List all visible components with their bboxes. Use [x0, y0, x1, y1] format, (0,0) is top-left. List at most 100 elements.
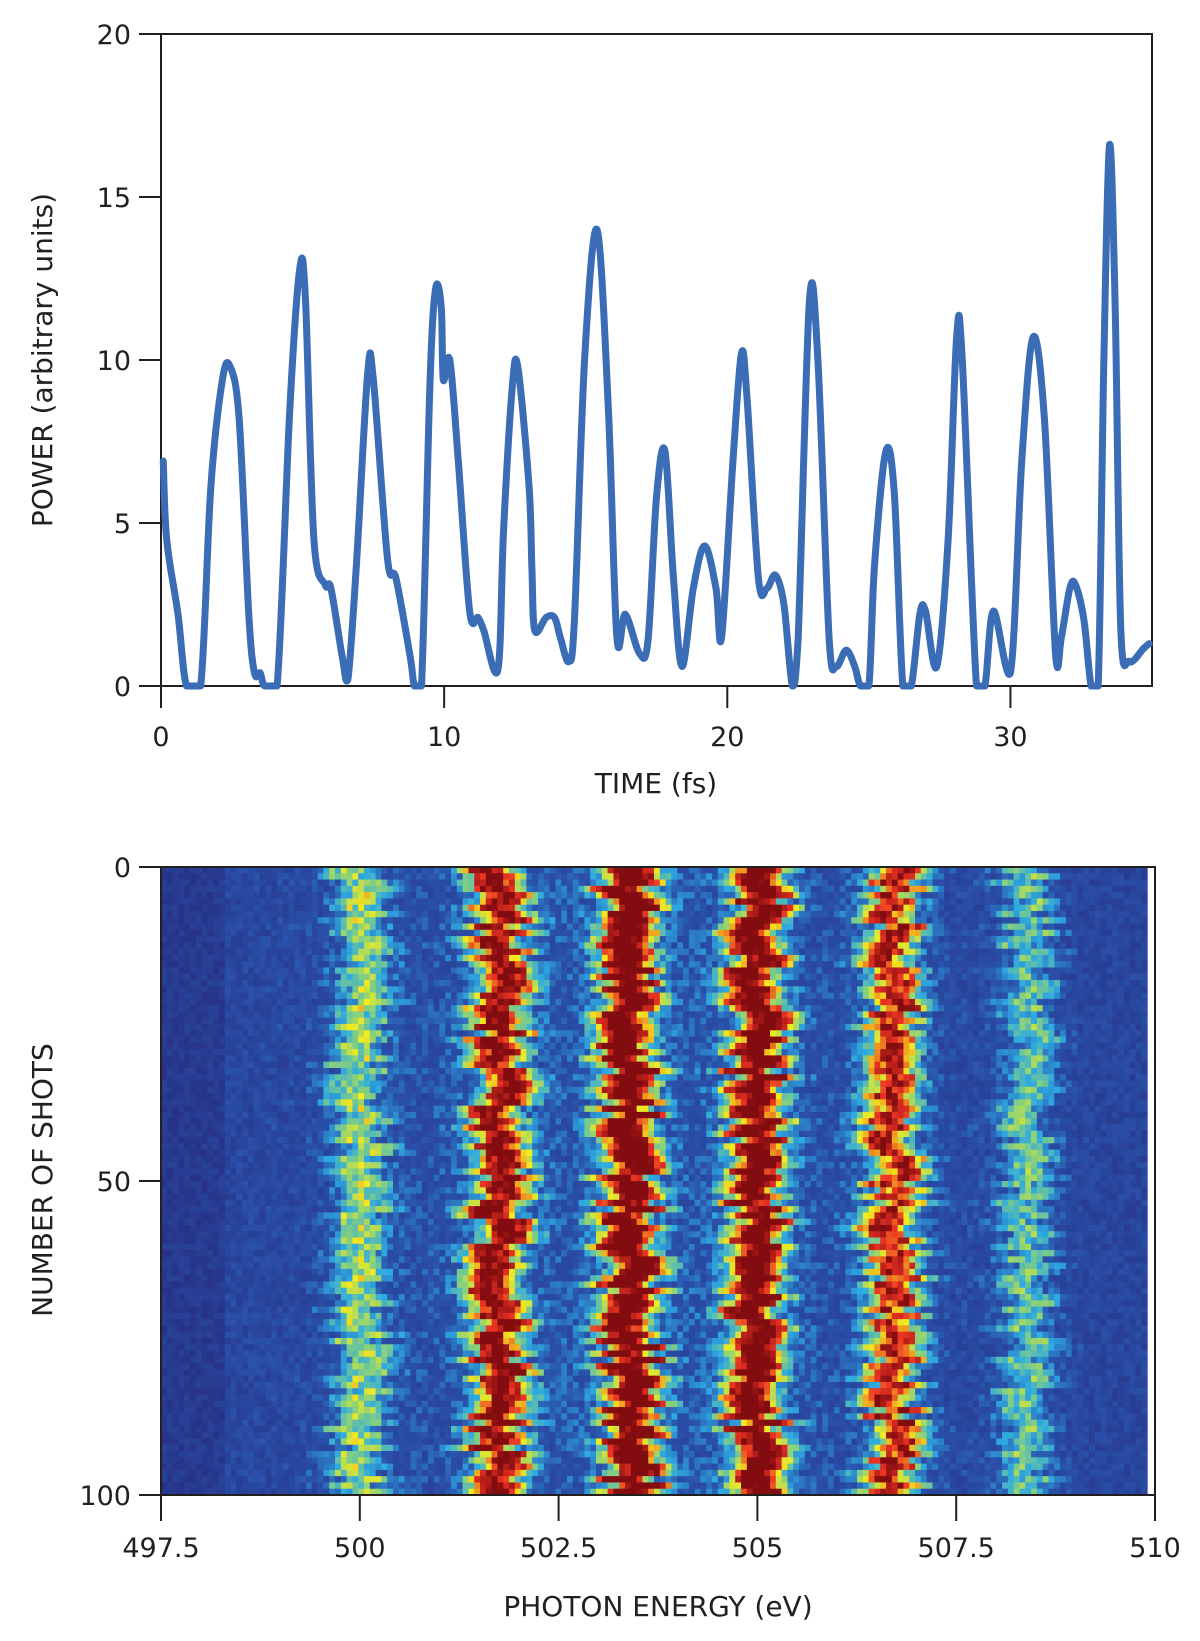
heatmap-cell	[323, 867, 330, 874]
heatmap-cell	[358, 967, 365, 975]
heatmap-cell	[224, 1036, 232, 1044]
heatmap-cell	[833, 1024, 841, 1031]
heatmap-cell	[654, 873, 661, 881]
heatmap-cell	[891, 885, 899, 893]
heatmap-cell	[265, 867, 272, 874]
heatmap-cell	[526, 986, 533, 994]
heatmap-cell	[671, 1005, 678, 1013]
heatmap-cell	[706, 1042, 713, 1050]
heatmap-cell	[1077, 1005, 1084, 1013]
heatmap-cell	[735, 1042, 742, 1050]
heatmap-cell	[538, 892, 545, 899]
heatmap-cell	[781, 892, 789, 899]
heatmap-cell	[207, 1036, 214, 1044]
heatmap-cell	[288, 898, 296, 906]
heatmap-cell	[1071, 892, 1079, 899]
heatmap-cell	[352, 917, 359, 925]
heatmap-cell	[520, 1042, 528, 1050]
heatmap-cell	[735, 992, 742, 1000]
heatmap-cell	[485, 942, 493, 950]
heatmap-cell	[520, 923, 528, 931]
heatmap-cell	[224, 980, 232, 987]
heatmap-cell	[195, 936, 203, 943]
heatmap-cell	[915, 923, 922, 931]
heatmap-cell	[213, 992, 220, 1000]
heatmap-cell	[462, 967, 470, 975]
heatmap-cell	[201, 948, 208, 956]
heatmap-cell	[451, 929, 458, 937]
heatmap-cell	[462, 1017, 470, 1025]
heatmap-cell	[416, 1030, 423, 1038]
heatmap-cell	[1054, 904, 1061, 912]
heatmap-cell	[839, 1030, 847, 1038]
heatmap-cell	[213, 873, 220, 881]
heatmap-cell	[497, 961, 504, 969]
heatmap-cell	[242, 1042, 249, 1050]
heatmap-cell	[311, 917, 319, 925]
heatmap-cell	[764, 867, 771, 874]
heatmap-cell	[422, 954, 429, 962]
heatmap-cell	[462, 885, 470, 893]
heatmap-cell	[485, 910, 493, 918]
heatmap-cell	[369, 1024, 377, 1031]
heatmap-cell	[567, 885, 574, 893]
heatmap-cell	[654, 1024, 661, 1031]
heatmap-cell	[329, 992, 336, 1000]
heatmap-cell	[816, 961, 823, 969]
heatmap-cell	[288, 1017, 296, 1025]
heatmap-cell	[857, 873, 864, 881]
heatmap-cell	[1123, 885, 1131, 893]
heatmap-cell	[845, 986, 852, 994]
heatmap-cell	[369, 973, 377, 981]
heatmap-cell	[375, 998, 383, 1006]
heatmap-cell	[955, 929, 963, 937]
heatmap-cell	[456, 1024, 464, 1031]
heatmap-cell	[619, 980, 626, 987]
heatmap-cell	[712, 942, 719, 950]
heatmap-cell	[520, 936, 528, 943]
heatmap-cell	[1135, 954, 1142, 962]
heatmap-cell	[410, 973, 417, 981]
heatmap-cell	[984, 980, 992, 987]
heatmap-cell	[735, 898, 742, 906]
heatmap-cell	[311, 892, 319, 899]
heatmap-cell	[282, 917, 290, 925]
heatmap-cell	[706, 954, 713, 962]
heatmap-cell	[712, 879, 719, 887]
heatmap-cell	[926, 948, 934, 956]
heatmap-cell	[648, 898, 655, 906]
heatmap-cell	[369, 961, 377, 969]
heatmap-cell	[1083, 929, 1090, 937]
heatmap-cell	[1060, 917, 1067, 925]
heatmap-cell	[253, 973, 261, 981]
heatmap-cell	[369, 980, 377, 987]
heatmap-cell	[184, 954, 191, 962]
heatmap-cell	[485, 873, 493, 881]
heatmap-cell	[462, 1005, 470, 1013]
heatmap-cell	[741, 1030, 748, 1038]
heatmap-cell	[1123, 961, 1131, 969]
heatmap-cell	[636, 992, 644, 1000]
heatmap-cell	[1048, 917, 1055, 925]
heatmap-cell	[787, 1005, 794, 1013]
heatmap-cell	[683, 948, 690, 956]
heatmap-cell	[967, 1011, 974, 1019]
heatmap-cell	[497, 879, 504, 887]
heatmap-cell	[613, 873, 620, 881]
heatmap-cell	[949, 867, 957, 874]
heatmap-cell	[648, 1030, 655, 1038]
heatmap-cell	[822, 1036, 829, 1044]
heatmap-cell	[288, 998, 296, 1006]
heatmap-cell	[1077, 1011, 1084, 1019]
heatmap-cell	[590, 948, 597, 956]
heatmap-cell	[195, 986, 203, 994]
heatmap-cell	[700, 936, 707, 943]
heatmap-cell	[868, 917, 876, 925]
heatmap-cell	[688, 986, 696, 994]
heatmap-cell	[799, 961, 806, 969]
heatmap-cell	[700, 1011, 707, 1019]
heatmap-cell	[607, 892, 615, 899]
heatmap-cell	[961, 992, 968, 1000]
heatmap-cell	[752, 873, 760, 881]
heatmap-cell	[1118, 973, 1125, 981]
